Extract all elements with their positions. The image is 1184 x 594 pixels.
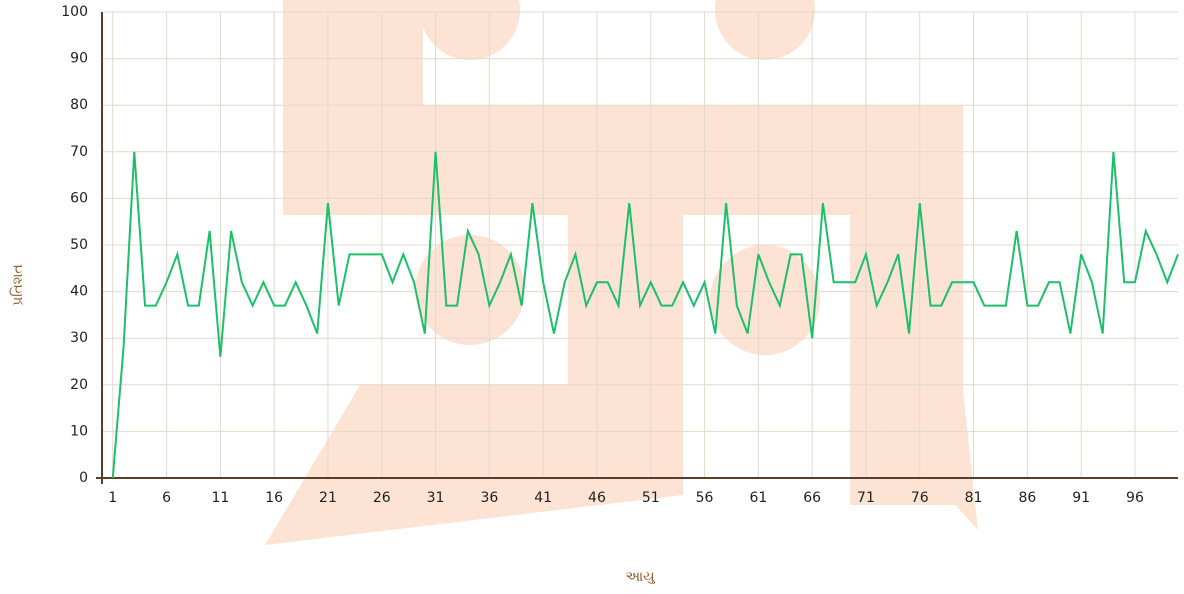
y-tick-label: 10 [70,423,88,439]
y-tick-label: 50 [70,237,88,253]
x-tick-label: 56 [696,490,714,506]
y-tick-label: 40 [70,284,88,300]
x-tick-label: 36 [480,490,498,506]
x-axis-title: આયુ [625,569,655,585]
x-tick-label: 66 [803,490,821,506]
y-tick-label: 60 [70,190,88,206]
x-tick-label: 86 [1018,490,1036,506]
x-tick-label: 81 [965,490,983,506]
y-tick-label: 20 [70,377,88,393]
x-tick-label: 71 [857,490,875,506]
x-tick-label: 1 [108,490,117,506]
x-tick-label: 11 [211,490,229,506]
y-tick-label: 30 [70,330,88,346]
y-tick-label: 90 [70,51,88,67]
x-tick-label: 16 [265,490,283,506]
x-tick-label: 96 [1126,490,1144,506]
y-axis-title: પ્રતિશત [10,264,26,306]
chart: આયુ પ્રતિશત 0102030405060708090100161116… [0,0,1184,594]
x-tick-label: 46 [588,490,606,506]
x-tick-label: 91 [1072,490,1090,506]
x-tick-label: 41 [534,490,552,506]
x-tick-label: 61 [749,490,767,506]
y-tick-label: 0 [79,470,88,486]
x-tick-label: 21 [319,490,337,506]
x-tick-label: 51 [642,490,660,506]
x-tick-label: 31 [427,490,445,506]
x-tick-label: 76 [911,490,929,506]
y-tick-label: 80 [70,97,88,113]
x-tick-label: 6 [162,490,171,506]
y-tick-label: 70 [70,144,88,160]
y-tick-label: 100 [61,4,88,20]
x-tick-label: 26 [373,490,391,506]
